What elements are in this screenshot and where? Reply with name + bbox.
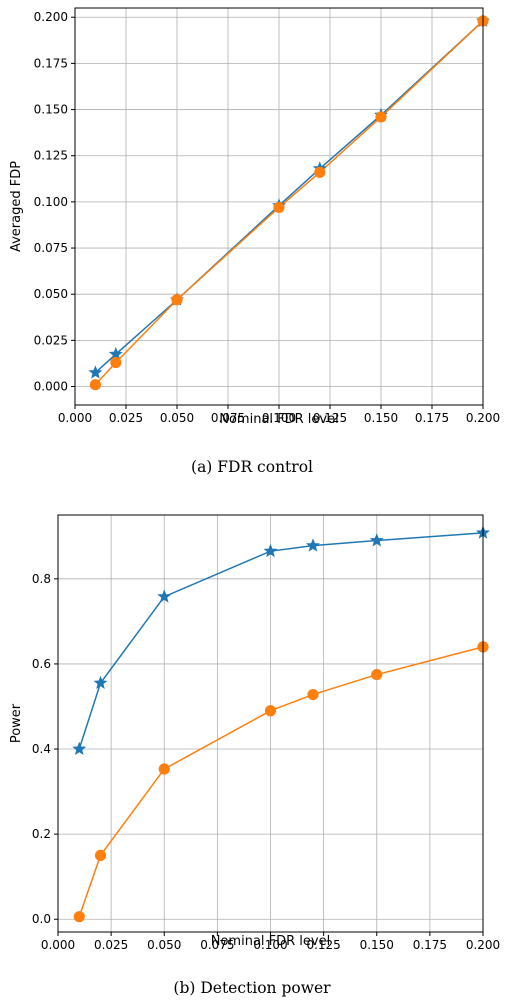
- ticks: 0.000 0.025 0.050 0.075 0.100 0.125 0.150 0.175…: [32, 572, 500, 952]
- x-tick-label: 0.150: [360, 938, 394, 952]
- axes-frame: [74, 7, 484, 406]
- x-tick-label: 0.075: [211, 411, 245, 425]
- y-tick-label: 0.075: [34, 241, 68, 255]
- y-tick-label: 0.200: [34, 10, 68, 24]
- y-tick-label: 0.150: [34, 103, 68, 117]
- series-0-point: [306, 538, 320, 552]
- series-0-line: [78, 532, 484, 750]
- series-0-line: [94, 20, 484, 374]
- y-tick-label: 0.2: [32, 827, 51, 841]
- series-1-point: [371, 668, 383, 681]
- x-tick-label: 0.200: [466, 411, 500, 425]
- y-tick-label: 0.050: [34, 287, 68, 301]
- series-0-point: [72, 741, 87, 755]
- x-tick-label: 0.075: [200, 938, 234, 952]
- y-tick-label: 0.025: [34, 333, 68, 347]
- ticks: 0.000 0.025 0.050 0.075 0.100 0.125 0.150 0.175…: [34, 10, 501, 425]
- x-tick-label: 0.200: [466, 938, 500, 952]
- y-tick-label: 0.125: [34, 149, 68, 163]
- series-1-point: [314, 166, 326, 178]
- x-tick-label: 0.100: [262, 411, 296, 425]
- y-axis-label: Power: [9, 703, 24, 743]
- plot-area: [88, 13, 490, 391]
- chart-detection-power: 0.000 0.025 0.050 0.075 0.100 0.125 0.150 0.175…: [9, 514, 500, 997]
- series-1-line: [94, 20, 484, 386]
- x-tick-label: 0.100: [253, 938, 287, 952]
- y-tick-label: 0.100: [34, 195, 68, 209]
- y-tick-label: 0.000: [34, 380, 68, 394]
- x-axis-label: Nominal FDR level: [219, 412, 338, 427]
- caption: (a) FDR control: [191, 458, 313, 476]
- series-1-point: [110, 356, 122, 369]
- x-tick-label: 0.050: [160, 411, 194, 425]
- plot-area: [72, 525, 490, 923]
- y-tick-label: 0.0: [32, 912, 51, 926]
- series-1-point: [73, 911, 85, 923]
- series-1-line: [78, 646, 484, 917]
- series-0-point: [88, 365, 103, 379]
- x-tick-label: 0.050: [147, 938, 181, 952]
- x-tick-label: 0.175: [415, 411, 449, 425]
- grid: [57, 515, 484, 932]
- series-1-point: [264, 705, 277, 717]
- y-tick-label: 0.175: [34, 56, 68, 70]
- series-1-point: [307, 688, 319, 701]
- chart-fdr-control: 0.000 0.025 0.050 0.075 0.100 0.125 0.150 0.175…: [9, 7, 501, 476]
- series-0-point: [157, 589, 172, 603]
- x-tick-label: 0.175: [413, 938, 447, 952]
- series-1-point: [375, 111, 387, 123]
- series-0-point: [263, 543, 278, 558]
- y-axis-label: Averaged FDP: [9, 161, 24, 252]
- x-tick-label: 0.025: [109, 411, 143, 425]
- x-axis-label: Nominal FDR level: [211, 934, 330, 949]
- series-1-point: [158, 763, 170, 775]
- series-0-point: [93, 675, 108, 690]
- x-tick-label: 0.125: [306, 938, 340, 952]
- caption: (b) Detection power: [173, 979, 331, 997]
- x-tick-label: 0.025: [94, 938, 128, 952]
- x-tick-label: 0.125: [313, 411, 347, 425]
- series-1-point: [89, 379, 101, 391]
- y-tick-label: 0.8: [32, 572, 51, 586]
- axes-frame: [57, 514, 484, 933]
- series-0-point: [369, 533, 384, 547]
- y-tick-label: 0.4: [32, 742, 51, 756]
- x-tick-label: 0.000: [41, 938, 75, 952]
- x-tick-label: 0.000: [58, 411, 92, 425]
- series-1-point: [171, 294, 183, 306]
- series-1-point: [273, 201, 285, 214]
- series-1-point: [94, 849, 107, 862]
- y-tick-label: 0.6: [32, 657, 51, 671]
- x-tick-label: 0.150: [364, 411, 398, 425]
